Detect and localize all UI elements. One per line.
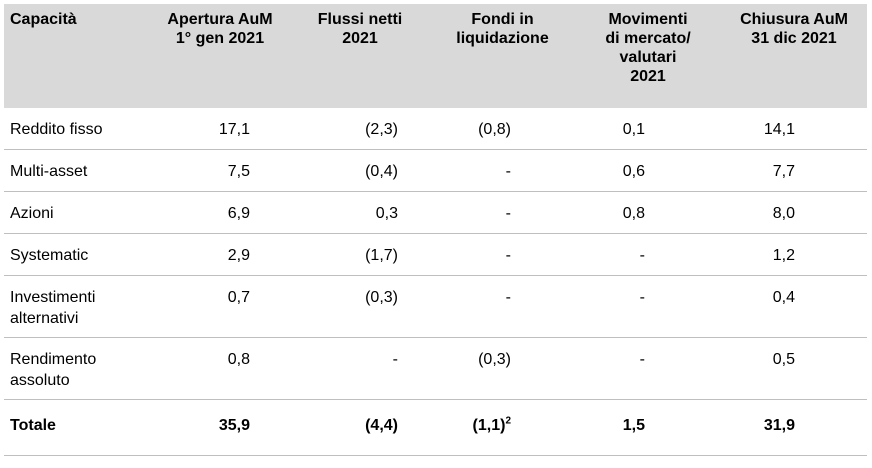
cell-fondi: - [430, 233, 575, 276]
cell-apertura: 0,7 [150, 275, 290, 338]
cell-chiusura: 0,4 [721, 275, 867, 338]
cell-apertura: 2,9 [150, 233, 290, 276]
table-row: Systematic 2,9 (1,7) - - 1,2 [4, 233, 867, 276]
row-label: Reddito fisso [4, 108, 150, 150]
table-row: Azioni 6,9 0,3 - 0,8 8,0 [4, 191, 867, 234]
cell-fondi: - [430, 191, 575, 234]
cell-movimenti: - [575, 233, 721, 276]
row-label: Multi-asset [4, 149, 150, 192]
cell-chiusura: 0,5 [721, 337, 867, 400]
cell-flussi: (2,3) [290, 108, 430, 150]
cell-apertura: 0,8 [150, 337, 290, 400]
cell-apertura: 7,5 [150, 149, 290, 192]
cell-movimenti: 0,1 [575, 108, 721, 150]
header-capacita: Capacità [10, 11, 77, 28]
cell-flussi: - [290, 337, 430, 400]
total-label: Totale [4, 399, 150, 456]
table-row: Reddito fisso 17,1 (2,3) (0,8) 0,1 14,1 [4, 108, 867, 150]
cell-fondi: (0,3) [430, 337, 575, 400]
cell-apertura: 17,1 [150, 108, 290, 150]
cell-fondi: (0,8) [430, 108, 575, 150]
cell-flussi: (0,3) [290, 275, 430, 338]
cell-chiusura: 7,7 [721, 149, 867, 192]
cell-movimenti: 0,8 [575, 191, 721, 234]
footnote-marker: 2 [505, 415, 511, 427]
header-movimenti-mercato: Movimenti di mercato/valutari 2021 [605, 11, 691, 85]
row-label: Systematic [4, 233, 150, 276]
cell-fondi: - [430, 149, 575, 192]
cell-chiusura: 8,0 [721, 191, 867, 234]
header-chiusura-aum: Chiusura AuM 31 dic 2021 [740, 11, 848, 47]
cell-movimenti: - [575, 337, 721, 400]
cell-fondi: - [430, 275, 575, 338]
row-label: Rendimento assoluto [4, 337, 150, 400]
cell-chiusura: 14,1 [721, 108, 867, 150]
cell-movimenti: 0,6 [575, 149, 721, 192]
table-row: Rendimento assoluto 0,8 - (0,3) - 0,5 [4, 337, 867, 400]
total-flussi: (4,4) [290, 399, 430, 456]
cell-flussi: 0,3 [290, 191, 430, 234]
cell-chiusura: 1,2 [721, 233, 867, 276]
header-apertura-aum: Apertura AuM 1° gen 2021 [167, 11, 273, 47]
row-label: Azioni [4, 191, 150, 234]
cell-flussi: (0,4) [290, 149, 430, 192]
row-label: Investimenti alternativi [4, 275, 150, 338]
cell-movimenti: - [575, 275, 721, 338]
total-apertura: 35,9 [150, 399, 290, 456]
table-row: Investimenti alternativi 0,7 (0,3) - - 0,… [4, 275, 867, 338]
total-row: Totale 35,9 (4,4) (1,1)2 1,5 31,9 [4, 399, 867, 456]
total-fondi: (1,1)2 [430, 399, 575, 456]
total-movimenti: 1,5 [575, 399, 721, 456]
cell-apertura: 6,9 [150, 191, 290, 234]
table-header-row: Capacità Apertura AuM 1° gen 2021 Flussi … [4, 4, 867, 108]
total-chiusura: 31,9 [721, 399, 867, 456]
aum-table: Capacità Apertura AuM 1° gen 2021 Flussi … [4, 4, 867, 456]
header-fondi-liquidazione: Fondi in liquidazione [456, 11, 549, 47]
cell-flussi: (1,7) [290, 233, 430, 276]
header-flussi-netti: Flussi netti 2021 [317, 11, 403, 47]
table-row: Multi-asset 7,5 (0,4) - 0,6 7,7 [4, 149, 867, 192]
